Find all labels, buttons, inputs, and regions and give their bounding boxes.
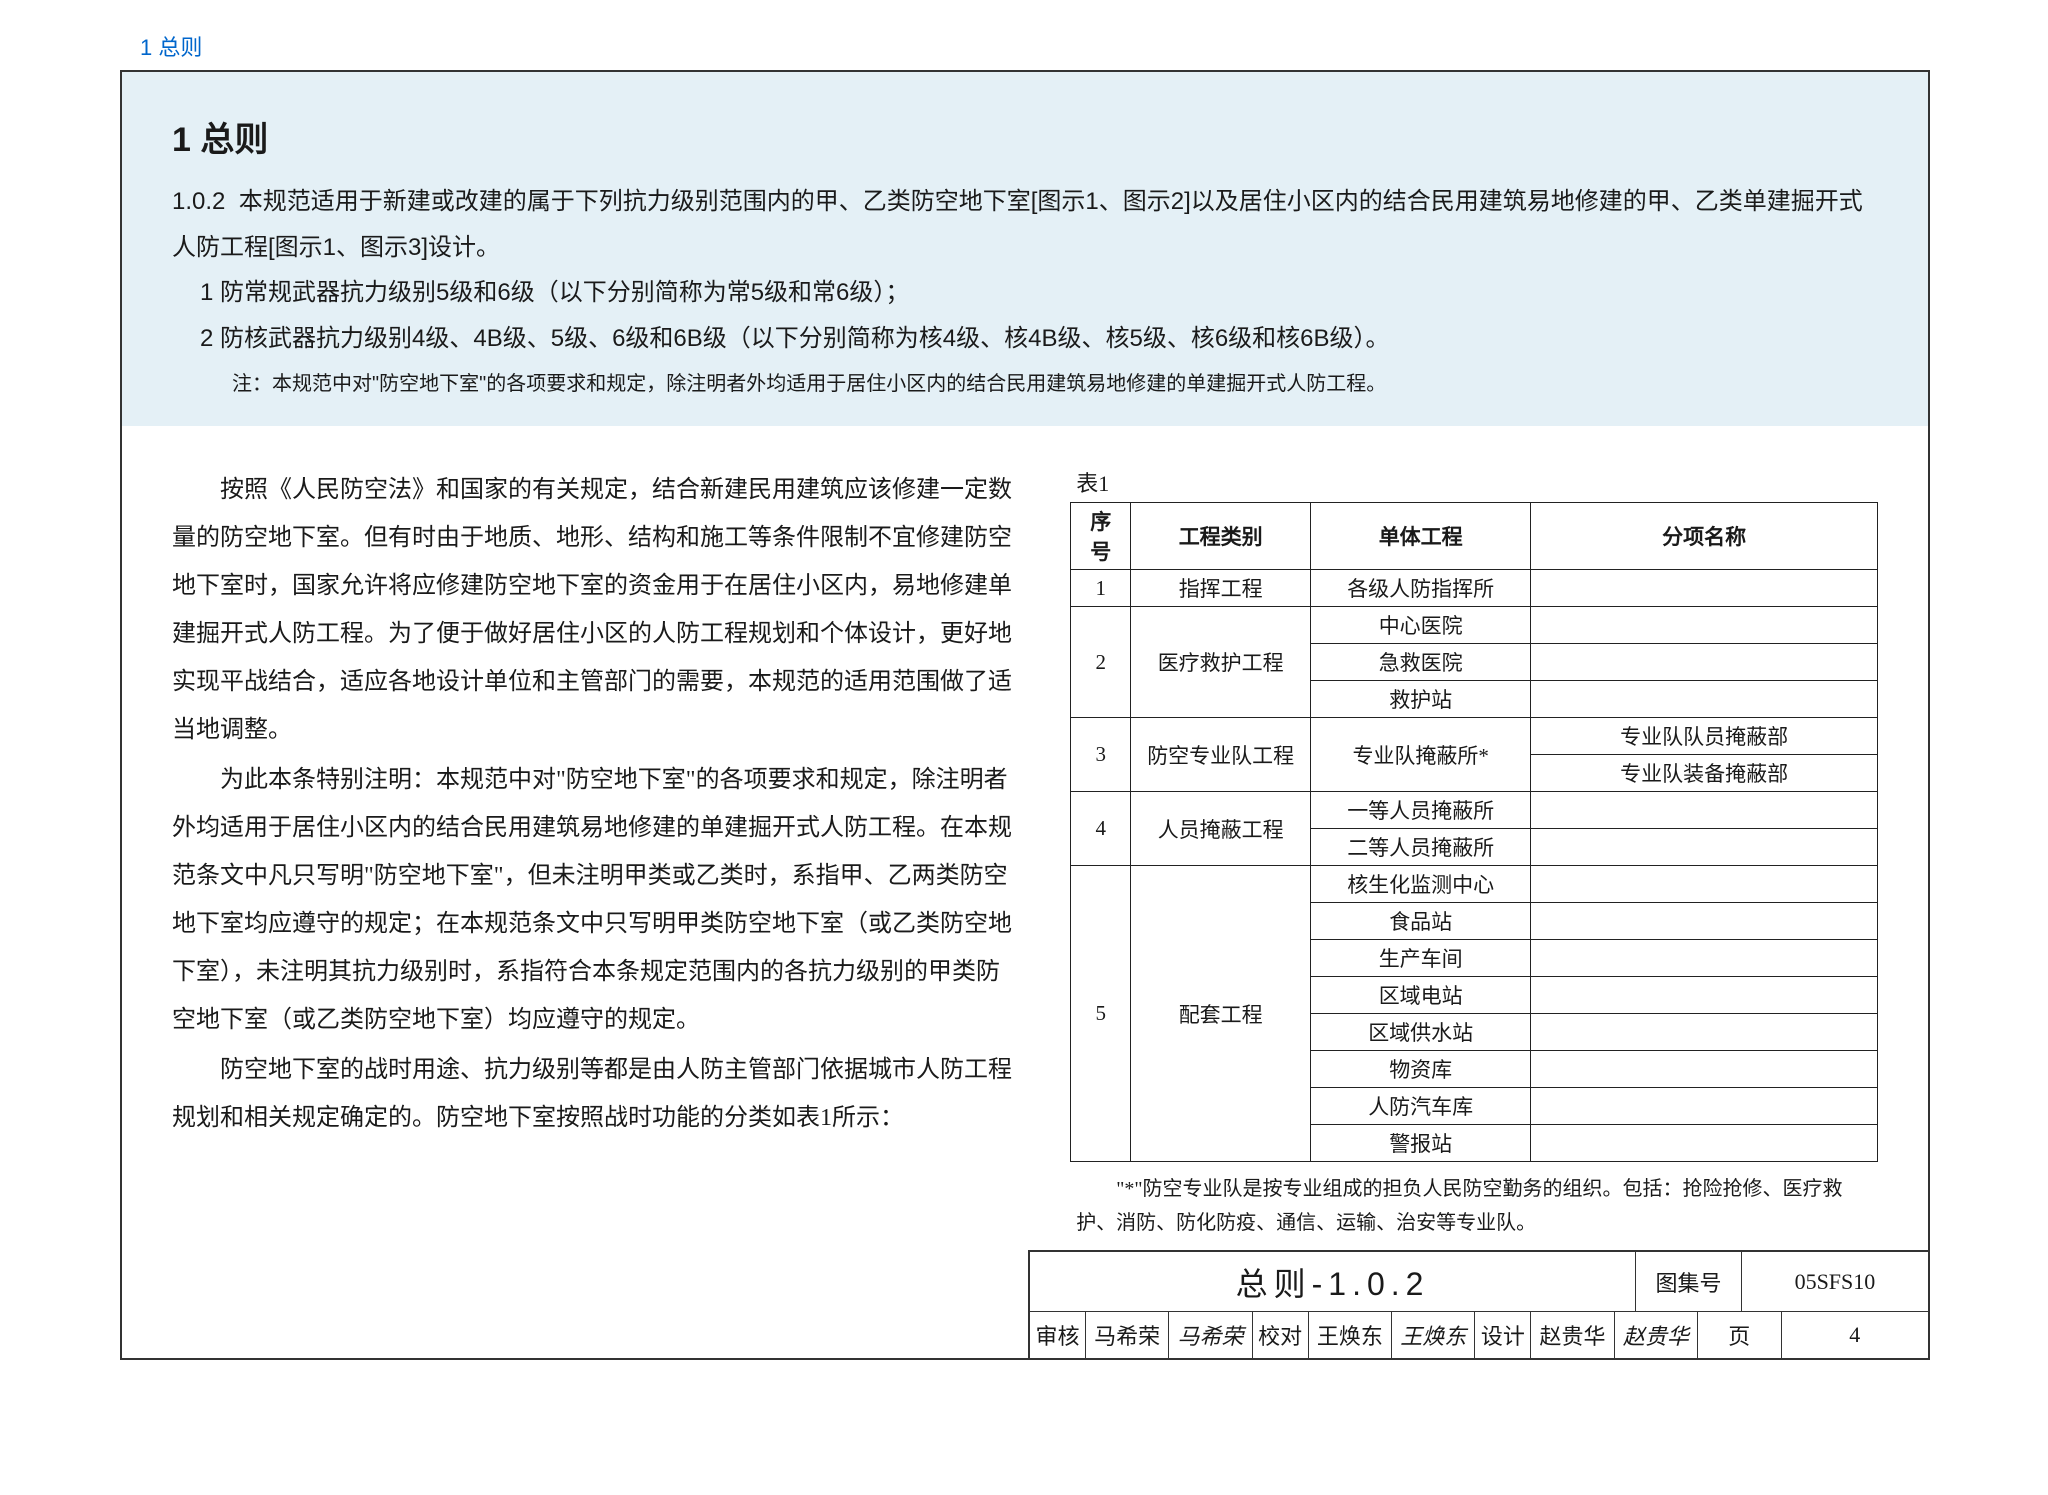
table-row: 5 配套工程 核生化监测中心: [1071, 866, 1878, 903]
check-label: 校对: [1253, 1312, 1309, 1358]
title-block: 总则-1.0.2 图集号 05SFS10 审核 马希荣 马希荣 校对 王焕东 王…: [1028, 1250, 1928, 1358]
clause-note: 注：本规范中对"防空地下室"的各项要求和规定，除注明者外均适用于居住小区内的结合…: [172, 361, 1878, 396]
review-signature: 马希荣: [1169, 1312, 1252, 1358]
table-area: 表1 序号 工程类别 单体工程 分项名称 1 指挥工程 各级人防指挥所 2: [1070, 466, 1878, 1250]
design-label: 设计: [1475, 1312, 1531, 1358]
th-sub: 分项名称: [1531, 503, 1878, 570]
table-header-row: 序号 工程类别 单体工程 分项名称: [1071, 503, 1878, 570]
check-signature: 王焕东: [1392, 1312, 1475, 1358]
cell: 一等人员掩蔽所: [1311, 792, 1531, 829]
para-1: 按照《人民防空法》和国家的有关规定，结合新建民用建筑应该修建一定数量的防空地下室…: [172, 466, 1020, 754]
sheet-title: 总则-1.0.2: [1030, 1252, 1636, 1312]
cell: [1531, 681, 1878, 718]
cell: [1531, 977, 1878, 1014]
review-name: 马希荣: [1086, 1312, 1169, 1358]
page-label: 页: [1698, 1312, 1781, 1358]
cell: 人员掩蔽工程: [1131, 792, 1311, 866]
cell: 医疗救护工程: [1131, 607, 1311, 718]
table-row: 2 医疗救护工程 中心医院: [1071, 607, 1878, 644]
cell: 二等人员掩蔽所: [1311, 829, 1531, 866]
cell: [1531, 1125, 1878, 1162]
cell: 人防汽车库: [1311, 1088, 1531, 1125]
cell: 配套工程: [1131, 866, 1311, 1162]
th-unit: 单体工程: [1311, 503, 1531, 570]
table-row: 1 指挥工程 各级人防指挥所: [1071, 570, 1878, 607]
cell: [1531, 1014, 1878, 1051]
cell: [1531, 644, 1878, 681]
cell: 专业队队员掩蔽部: [1531, 718, 1878, 755]
section-title: 1 总则: [172, 112, 1878, 161]
cell: 警报站: [1311, 1125, 1531, 1162]
cell: [1531, 829, 1878, 866]
cell: 专业队装备掩蔽部: [1531, 755, 1878, 792]
page-value: 4: [1782, 1312, 1928, 1358]
para-2: 为此本条特别注明：本规范中对"防空地下室"的各项要求和规定，除注明者外均适用于居…: [172, 756, 1020, 1044]
cell: 各级人防指挥所: [1311, 570, 1531, 607]
album-value: 05SFS10: [1742, 1252, 1928, 1312]
classification-table: 序号 工程类别 单体工程 分项名称 1 指挥工程 各级人防指挥所 2 医疗救护工…: [1070, 502, 1878, 1162]
cell: 救护站: [1311, 681, 1531, 718]
body-area: 按照《人民防空法》和国家的有关规定，结合新建民用建筑应该修建一定数量的防空地下室…: [122, 426, 1928, 1250]
design-signature: 赵贵华: [1615, 1312, 1698, 1358]
cell: 5: [1071, 866, 1131, 1162]
page-frame: 1 总则 1.0.2 本规范适用于新建或改建的属于下列抗力级别范围内的甲、乙类防…: [120, 70, 1930, 1360]
album-label: 图集号: [1636, 1252, 1742, 1312]
clause-item-1: 1 防常规武器抗力级别5级和6级（以下分别简称为常5级和常6级）；: [172, 270, 1878, 316]
cell: 4: [1071, 792, 1131, 866]
cell: 急救医院: [1311, 644, 1531, 681]
clause-main: 1.0.2 本规范适用于新建或改建的属于下列抗力级别范围内的甲、乙类防空地下室[…: [172, 179, 1878, 270]
cell: [1531, 866, 1878, 903]
clause-id: 1.0.2: [172, 188, 225, 215]
th-no: 序号: [1071, 503, 1131, 570]
cell: 生产车间: [1311, 940, 1531, 977]
cell: 3: [1071, 718, 1131, 792]
design-name: 赵贵华: [1531, 1312, 1614, 1358]
cell: 中心医院: [1311, 607, 1531, 644]
th-cat: 工程类别: [1131, 503, 1311, 570]
cell: 食品站: [1311, 903, 1531, 940]
review-label: 审核: [1030, 1312, 1086, 1358]
clause-item-2: 2 防核武器抗力级别4级、4B级、5级、6级和6B级（以下分别简称为核4级、核4…: [172, 316, 1878, 362]
cell: 区域电站: [1311, 977, 1531, 1014]
cell: 指挥工程: [1131, 570, 1311, 607]
cell: 区域供水站: [1311, 1014, 1531, 1051]
cell: 1: [1071, 570, 1131, 607]
cell: [1531, 570, 1878, 607]
explanation-text: 按照《人民防空法》和国家的有关规定，结合新建民用建筑应该修建一定数量的防空地下室…: [172, 466, 1020, 1250]
cell: [1531, 1088, 1878, 1125]
cell: [1531, 1051, 1878, 1088]
table-row: 3 防空专业队工程 专业队掩蔽所* 专业队队员掩蔽部: [1071, 718, 1878, 755]
para-3: 防空地下室的战时用途、抗力级别等都是由人防主管部门依据城市人防工程规划和相关规定…: [172, 1046, 1020, 1142]
cell: 物资库: [1311, 1051, 1531, 1088]
table-row: 4 人员掩蔽工程 一等人员掩蔽所: [1071, 792, 1878, 829]
breadcrumb: 1 总则: [140, 30, 202, 62]
cell: [1531, 940, 1878, 977]
table-caption: 表1: [1070, 466, 1878, 498]
cell: [1531, 903, 1878, 940]
clause-body: 本规范适用于新建或改建的属于下列抗力级别范围内的甲、乙类防空地下室[图示1、图示…: [172, 188, 1863, 261]
cell: 防空专业队工程: [1131, 718, 1311, 792]
table-footnote: "*"防空专业队是按专业组成的担负人民防空勤务的组织。包括：抢险抢修、医疗救护、…: [1070, 1162, 1878, 1250]
cell: 专业队掩蔽所*: [1311, 718, 1531, 792]
cell: [1531, 792, 1878, 829]
rule-header: 1 总则 1.0.2 本规范适用于新建或改建的属于下列抗力级别范围内的甲、乙类防…: [122, 72, 1928, 426]
cell: 2: [1071, 607, 1131, 718]
cell: [1531, 607, 1878, 644]
cell: 核生化监测中心: [1311, 866, 1531, 903]
check-name: 王焕东: [1309, 1312, 1392, 1358]
